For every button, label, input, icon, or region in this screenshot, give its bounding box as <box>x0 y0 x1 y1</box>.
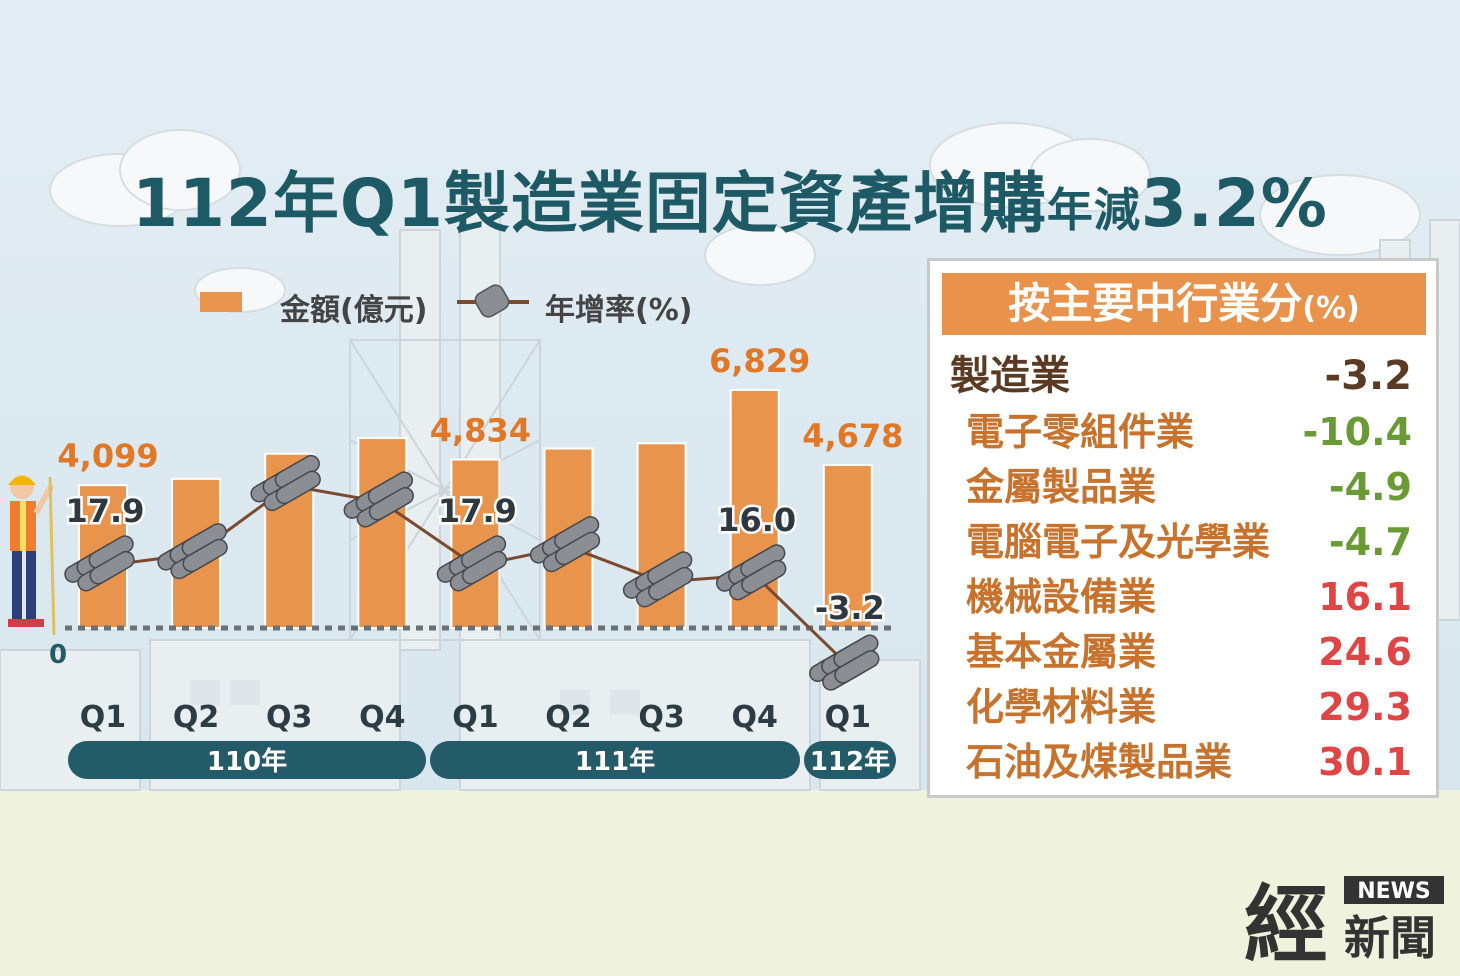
bar <box>357 437 408 629</box>
industry-name: 電腦電子及光學業 <box>966 520 1271 564</box>
x-tick-label: Q1 <box>452 700 498 735</box>
steel-pipe-marker <box>250 454 321 512</box>
title-value: 3.2% <box>1140 165 1328 242</box>
legend-growth-label: 年增率(%) <box>545 293 693 328</box>
ground-background <box>0 790 1460 976</box>
legend-amount-label: 金額(億元) <box>280 293 428 328</box>
brand-sub: 新聞 <box>1344 911 1436 962</box>
worker-figure-icon <box>8 475 56 636</box>
industry-breakdown-panel: 按主要中行業分(%) 製造業 -3.2 電子零組件業 -10.4 金屬製品業 -4.9 電腦… <box>927 258 1439 798</box>
bar-value-label: 4,099 <box>57 437 158 475</box>
panel-industry-row: 石油及煤製品業 30.1 <box>966 737 1412 787</box>
legend-steel-pipe-icon <box>457 284 529 318</box>
growth-value-label: -3.2 <box>815 589 885 627</box>
steel-pipe-marker <box>529 516 601 573</box>
bar-value-label: 4,678 <box>802 417 903 455</box>
industry-name: 基本金屬業 <box>966 630 1157 674</box>
industry-growth-value: 29.3 <box>1318 685 1412 729</box>
year-group-label: 111年 <box>575 746 655 777</box>
industry-name: 製造業 <box>950 353 1070 399</box>
industry-name: 化學材料業 <box>966 685 1157 729</box>
x-tick-label: Q2 <box>173 700 219 735</box>
industry-growth-value: -4.9 <box>1328 465 1412 509</box>
title-suffix: 年減 <box>1046 183 1141 237</box>
panel-industry-row: 金屬製品業 -4.9 <box>966 462 1412 512</box>
x-tick-label: Q3 <box>266 700 312 735</box>
x-tick-label: Q2 <box>545 700 591 735</box>
industry-name: 金屬製品業 <box>966 465 1157 509</box>
industry-growth-value: 30.1 <box>1318 740 1412 784</box>
panel-heading: 按主要中行業分 <box>1008 279 1303 328</box>
panel-industry-row: 電腦電子及光學業 -4.7 <box>966 517 1412 567</box>
bar-value-label: 6,829 <box>709 342 810 380</box>
legend-bar-swatch <box>200 292 242 312</box>
steel-pipe-marker <box>436 535 508 592</box>
panel-industry-row: 化學材料業 29.3 <box>966 682 1412 732</box>
panel-total-row: 製造業 -3.2 <box>950 351 1412 401</box>
industry-growth-value: -3.2 <box>1324 353 1412 399</box>
steel-pipe-marker <box>715 544 787 601</box>
industry-growth-value: -10.4 <box>1302 410 1412 454</box>
industry-name: 機械設備業 <box>966 575 1157 619</box>
industry-growth-value: 16.1 <box>1318 575 1412 619</box>
panel-industry-row: 基本金屬業 24.6 <box>966 627 1412 677</box>
title-main: 112年Q1製造業固定資產增購 <box>132 165 1047 242</box>
year-group-pill <box>430 741 800 779</box>
brand-tag: NEWS <box>1357 879 1431 904</box>
panel-header: 按主要中行業分(%) <box>942 273 1426 335</box>
steel-pipe-marker <box>343 471 414 528</box>
zero-tick-label: 0 <box>49 640 67 670</box>
industry-growth-value: 24.6 <box>1318 630 1412 674</box>
industry-name: 石油及煤製品業 <box>966 740 1233 784</box>
x-tick-label: Q3 <box>638 700 684 735</box>
x-tick-label: Q4 <box>732 700 778 735</box>
panel-industry-row: 機械設備業 16.1 <box>966 572 1412 622</box>
year-group-pill <box>68 741 426 779</box>
panel-heading-unit: (%) <box>1302 291 1360 326</box>
industry-growth-value: -4.7 <box>1328 520 1412 564</box>
year-group-label: 110年 <box>207 746 287 777</box>
year-group-label: 112年 <box>810 746 890 777</box>
growth-value-label: 17.9 <box>66 492 145 530</box>
bar <box>822 463 873 629</box>
x-tick-label: Q1 <box>80 700 126 735</box>
panel-industry-row: 電子零組件業 -10.4 <box>966 407 1412 457</box>
growth-value-label: 17.9 <box>438 492 517 530</box>
steel-pipe-marker <box>809 634 880 691</box>
industry-name: 電子零組件業 <box>966 410 1195 454</box>
year-group-pill <box>804 741 896 779</box>
x-tick-label: Q4 <box>359 700 405 735</box>
growth-value-label: 16.0 <box>717 501 796 539</box>
steel-pipe-marker <box>157 523 228 580</box>
brand-main-glyph: 經 <box>1244 875 1328 962</box>
x-tick-label: Q1 <box>825 700 871 735</box>
chart-title: 112年Q1製造業固定資產增購年減3.2% <box>0 150 1460 246</box>
steel-pipe-marker <box>64 535 135 592</box>
steel-pipe-marker <box>622 551 694 608</box>
bar-value-label: 4,834 <box>430 412 531 450</box>
news-brand-logo: 經 NEWS 新聞 <box>1244 875 1444 962</box>
